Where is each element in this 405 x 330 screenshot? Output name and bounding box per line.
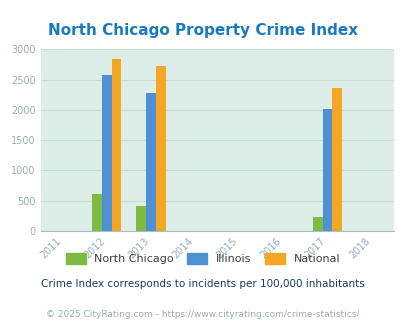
- Bar: [111, 58, 121, 231]
- Bar: [312, 217, 322, 231]
- Bar: [322, 109, 332, 231]
- Bar: [146, 93, 156, 231]
- Text: © 2025 CityRating.com - https://www.cityrating.com/crime-statistics/: © 2025 CityRating.com - https://www.city…: [46, 310, 359, 319]
- Legend: North Chicago, Illinois, National: North Chicago, Illinois, National: [65, 253, 340, 264]
- Text: North Chicago Property Crime Index: North Chicago Property Crime Index: [48, 23, 357, 38]
- Bar: [92, 194, 102, 231]
- Text: Crime Index corresponds to incidents per 100,000 inhabitants: Crime Index corresponds to incidents per…: [41, 279, 364, 289]
- Bar: [156, 66, 165, 231]
- Bar: [136, 206, 146, 231]
- Bar: [102, 75, 111, 231]
- Bar: [332, 88, 341, 231]
